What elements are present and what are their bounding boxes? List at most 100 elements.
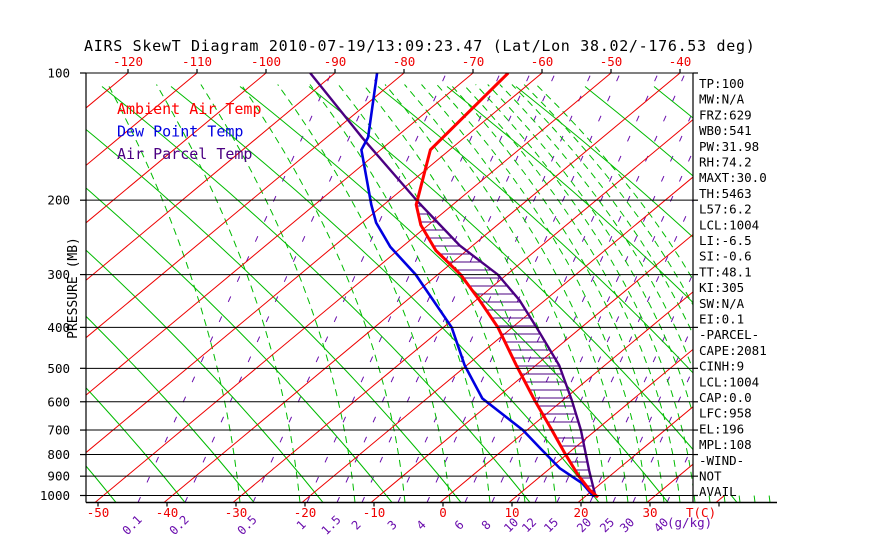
stat-line: WB0:541 [699, 123, 752, 138]
mixing-ratio-label: 15 [541, 515, 561, 535]
dry-adiabat [86, 86, 462, 503]
dry-adiabat [446, 86, 777, 503]
stat-line: EL:196 [699, 421, 744, 436]
moist-adiabat [240, 84, 406, 503]
moist-adiabat [337, 84, 526, 503]
legend-air-parcel-temp: Air Parcel Temp [117, 145, 252, 163]
mixing-ratio-line [426, 73, 621, 503]
pressure-label: 400 [47, 320, 70, 335]
isotherm [86, 73, 267, 503]
stat-line: MAXT:30.0 [699, 170, 767, 185]
dry-adiabat [653, 86, 777, 503]
dry-adiabat-lines [0, 86, 777, 503]
dry-adiabat [86, 86, 255, 503]
stat-line: TP:100 [699, 76, 744, 91]
moist-adiabat [436, 84, 648, 503]
mixing-ratio-line [361, 73, 556, 503]
moist-adiabat [277, 84, 451, 503]
pressure-label: 800 [47, 447, 70, 462]
moist-adiabat [156, 84, 301, 503]
mixing-ratio-line [589, 73, 777, 503]
bottom-axis-labels: -50 -40 -30 -20 -10 0 10 20 30 [87, 505, 658, 520]
pressure-axis-labels: 100 200 300 400 500 600 700 800 900 1000 [40, 66, 70, 504]
bottom-axis-label: 20 [573, 505, 588, 520]
mixing-ratio-label: 6 [452, 518, 467, 533]
top-axis-label: -120 [113, 54, 143, 69]
stat-line: SW:N/A [699, 296, 745, 311]
cape-hatch [416, 205, 593, 487]
moist-adiabat [362, 84, 557, 503]
stat-line: MW:N/A [699, 92, 745, 107]
temp-unit-label: T(C) [686, 505, 716, 520]
stat-line: CINH:9 [699, 359, 744, 374]
stat-line: LCL:1004 [699, 217, 759, 232]
stat-line: PW:31.98 [699, 139, 759, 154]
isotherm [577, 73, 777, 503]
moist-adiabat [475, 84, 696, 503]
top-axis-label: -40 [669, 54, 692, 69]
bottom-axis-label: 0 [439, 505, 447, 520]
dry-adiabat [86, 86, 186, 503]
stat-line: L57:6.2 [699, 202, 752, 217]
stat-line: -WIND- [699, 453, 744, 468]
pressure-gridlines [86, 72, 693, 496]
pressure-label: 1000 [40, 488, 70, 503]
stat-line: TT:48.1 [699, 264, 752, 279]
stat-line: EI:0.1 [699, 312, 744, 327]
dry-adiabat [0, 87, 47, 503]
mixing-unit-label: (g/kg) [667, 515, 712, 530]
pressure-label: 600 [47, 394, 70, 409]
chart-title: AIRS SkewT Diagram 2010-07-19/13:09:23.4… [84, 37, 755, 55]
top-axis-label: -90 [324, 54, 347, 69]
top-axis-label: -80 [393, 54, 416, 69]
dry-adiabat [86, 86, 324, 503]
top-axis-label: -110 [182, 54, 212, 69]
moist-adiabat [450, 84, 665, 503]
isotherm [86, 73, 543, 503]
legend: Ambient Air Temp Dew Point Temp Air Parc… [117, 100, 262, 163]
stat-line: RH:74.2 [699, 155, 752, 170]
axis-ticks [80, 69, 720, 507]
dry-adiabat [101, 86, 531, 503]
pressure-label: 700 [47, 423, 70, 438]
isotherm [86, 73, 405, 503]
mixing-ratio-label: 25 [597, 515, 617, 535]
isotherm [94, 73, 612, 503]
bottom-axis-label: -30 [225, 505, 248, 520]
stat-line: LI:-6.5 [699, 233, 752, 248]
stat-line: NOT [699, 469, 722, 484]
axis-frame [85, 73, 777, 504]
stat-line: AVAIL [699, 484, 737, 499]
legend-ambient-air-temp: Ambient Air Temp [117, 100, 262, 118]
moist-adiabat [511, 84, 741, 503]
right-stats-panel: TP:100MW:N/AFRZ:629WB0:541PW:31.98RH:74.… [699, 76, 767, 499]
stat-line: CAPE:2081 [699, 343, 767, 358]
parcel-curve [309, 73, 597, 498]
mixing-ratio-line [491, 73, 686, 503]
moist-adiabat [107, 84, 241, 503]
top-axis-label: -50 [600, 54, 623, 69]
mixing-ratio-label: 8 [479, 518, 494, 533]
isotherm [86, 73, 336, 503]
moist-adiabat [523, 84, 756, 503]
top-axis-label: -60 [531, 54, 554, 69]
pressure-label: 100 [47, 66, 70, 81]
mixing-ratio-label: 30 [617, 515, 637, 535]
top-axis-label: -70 [462, 54, 485, 69]
mixing-ratio-label: 3 [385, 518, 400, 533]
bottom-axis-label: -40 [156, 505, 179, 520]
dry-adiabat [308, 86, 738, 503]
mixing-ratio-label: 1.5 [319, 513, 344, 538]
stat-line: LCL:1004 [699, 374, 759, 389]
bottom-axis-label: -10 [363, 505, 386, 520]
bottom-axis-label: 30 [642, 505, 657, 520]
stat-line: FRZ:629 [699, 107, 752, 122]
isotherm [163, 73, 681, 503]
pressure-label: 200 [47, 193, 70, 208]
bottom-axis-label: -20 [294, 505, 317, 520]
mixing-ratio-label: 4 [414, 518, 429, 533]
dry-adiabat [86, 86, 393, 503]
mixing-ratio-label: 2 [349, 518, 364, 533]
